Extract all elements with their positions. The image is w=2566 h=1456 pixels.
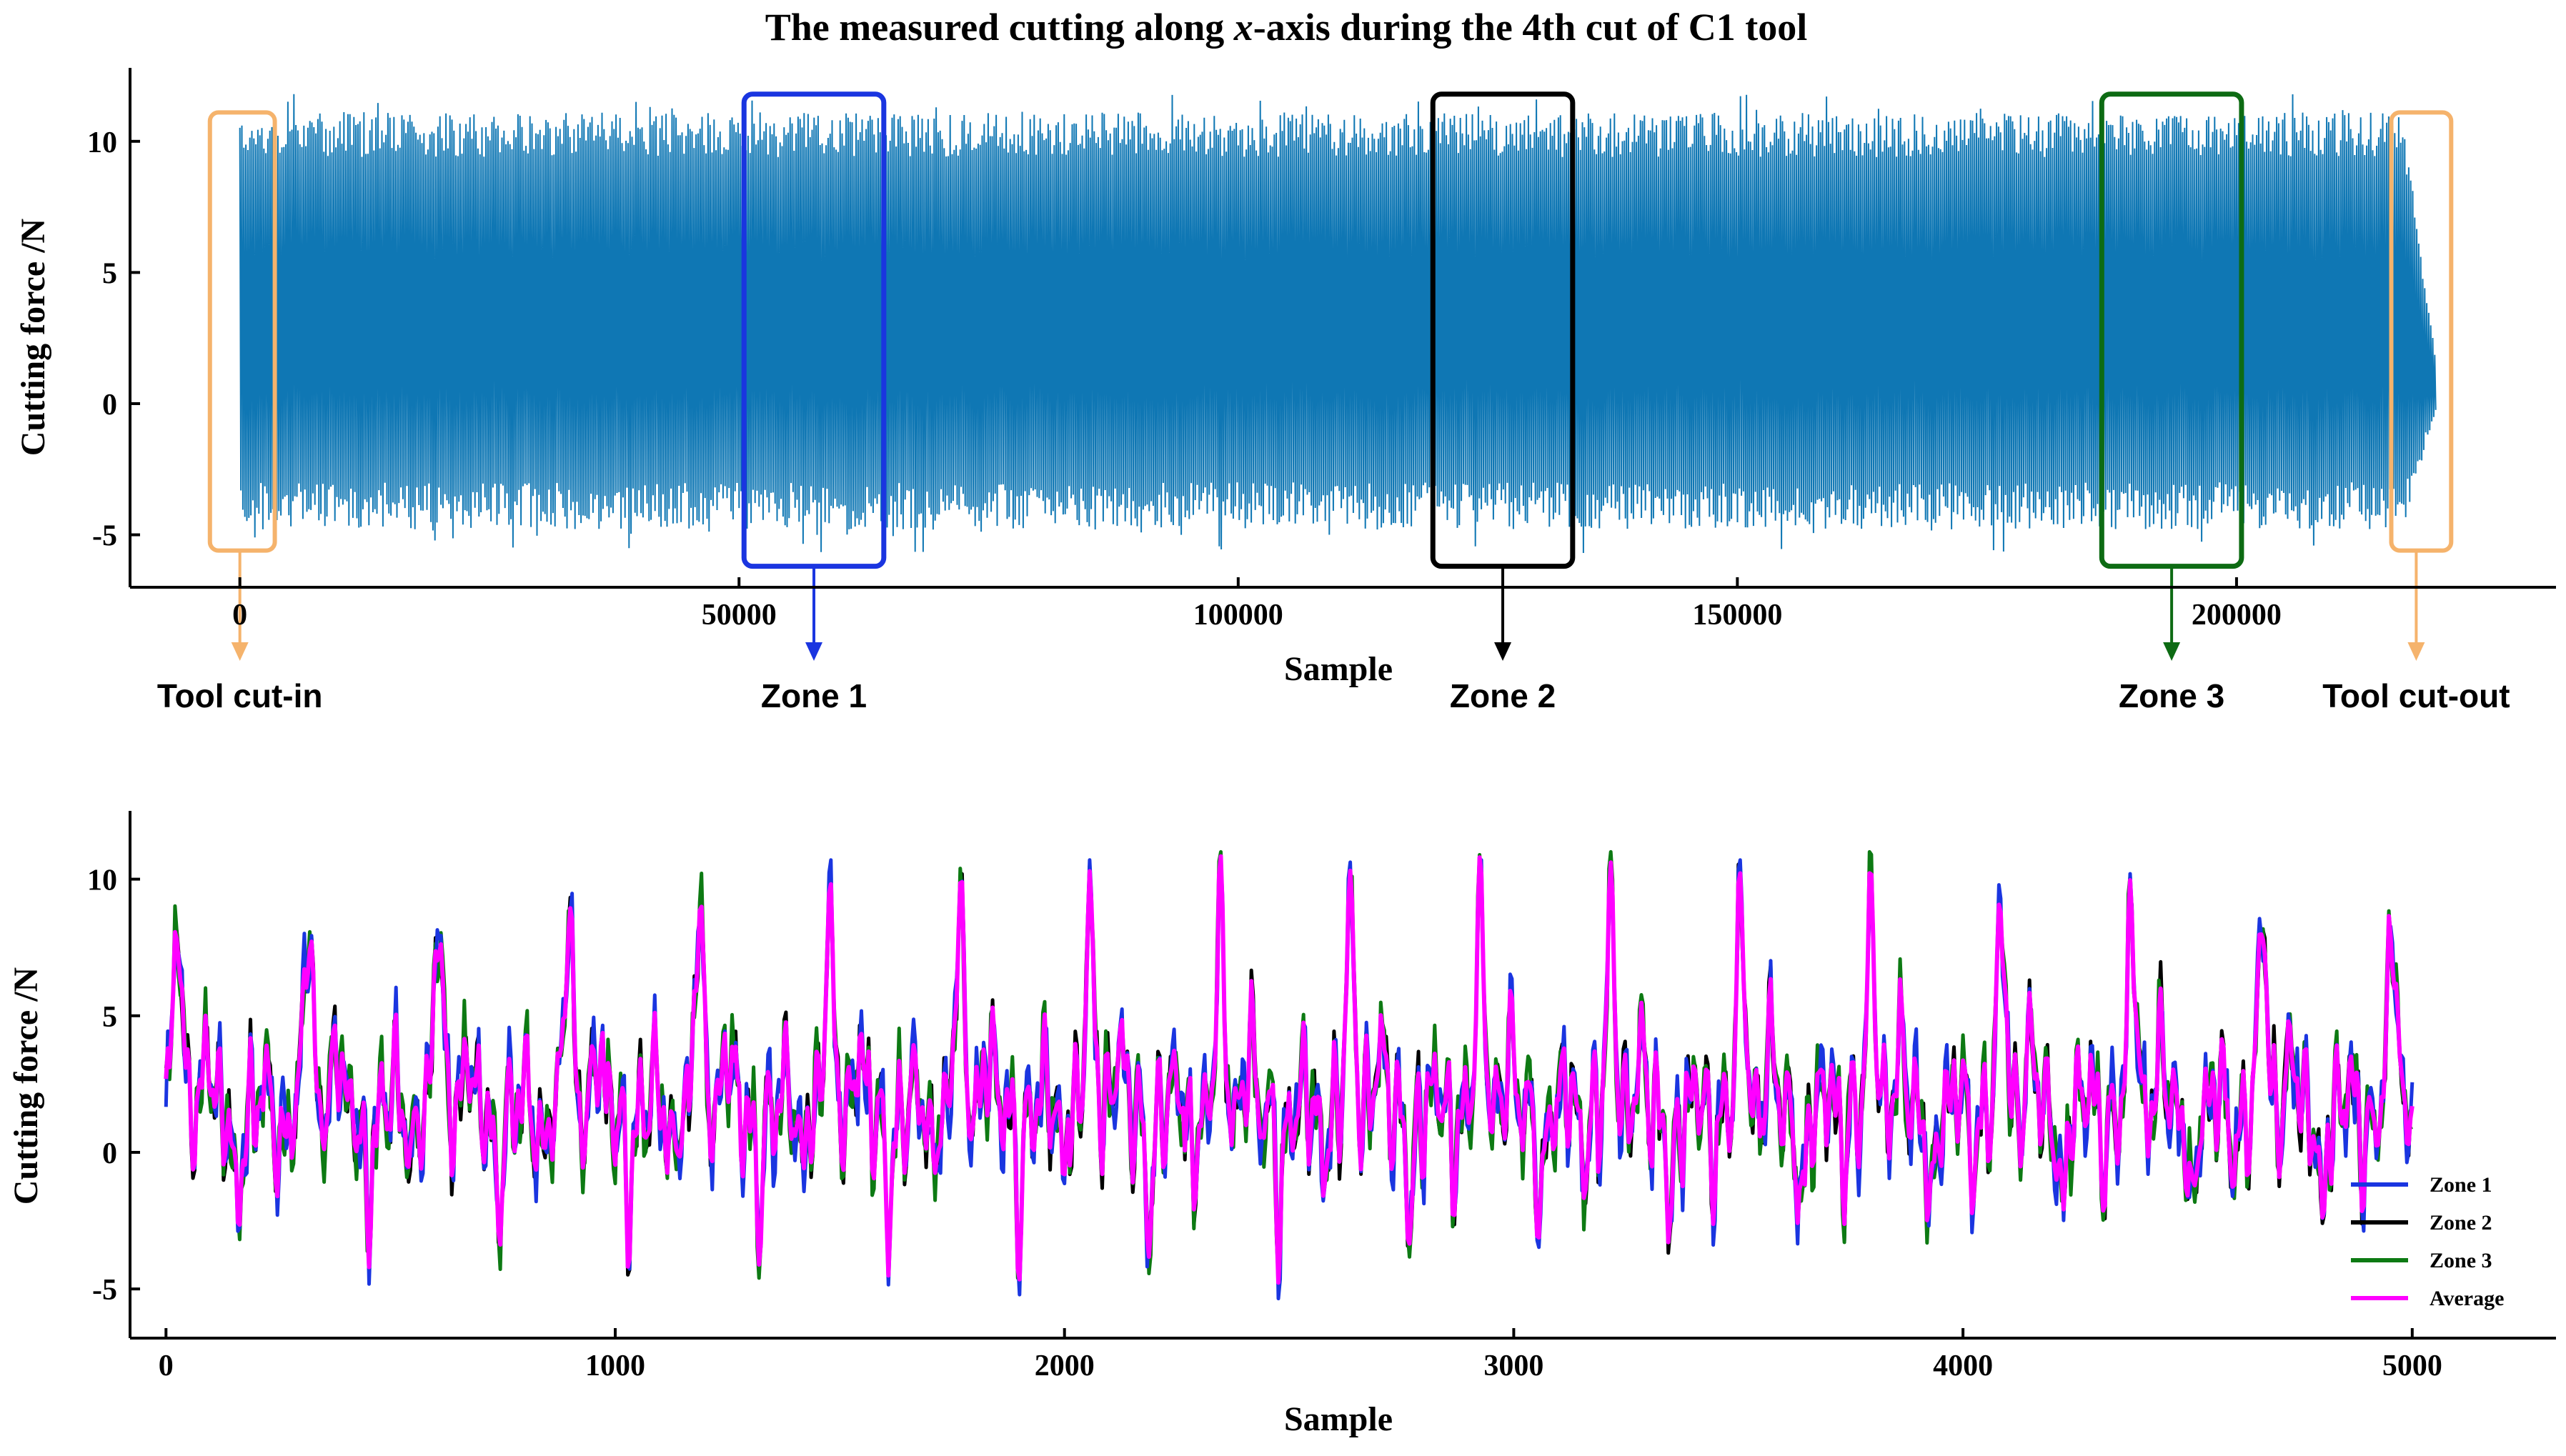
- chart-top-title: The measured cutting along x-axis during…: [765, 6, 1808, 49]
- zone-label-3: Zone 3: [2119, 677, 2224, 714]
- top-ytick-label-3: 10: [87, 126, 117, 159]
- chart-bottom-ticks: 0 1000 2000 3000 4000 5000 -5 0 5 10: [87, 864, 2442, 1382]
- chart-top-x-label: Sample: [1284, 650, 1393, 688]
- legend-label-0: Zone 1: [2430, 1173, 2492, 1197]
- bottom-xtick-label-2: 2000: [1035, 1350, 1095, 1382]
- zone-arrow-head-4: [2407, 642, 2425, 661]
- legend-label-3: Average: [2430, 1287, 2504, 1310]
- zone-arrow-head-1: [805, 642, 823, 661]
- chart-top: The measured cutting along x-axis during…: [14, 6, 2556, 714]
- chart-bottom-series: [164, 849, 2415, 1301]
- top-xtick-label-3: 150000: [1692, 599, 1782, 632]
- chart-top-ticks: 0 50000 100000 150000 200000 -5 0 5 10: [87, 126, 2282, 632]
- zone-box-0: [207, 110, 277, 553]
- chart-bottom: 0 1000 2000 3000 4000 5000 -5 0 5 10 Sample Cutti…: [7, 811, 2556, 1438]
- zone-label-0: Tool cut-in: [157, 677, 323, 714]
- zone-box-4: [2389, 110, 2454, 553]
- top-xtick-label-2: 100000: [1193, 599, 1283, 632]
- series-line-average: [164, 854, 2415, 1285]
- bottom-xtick-label-5: 5000: [2382, 1350, 2442, 1382]
- chart-bottom-y-label: Cutting force /N: [7, 967, 45, 1205]
- chart-top-signal: [239, 94, 2437, 554]
- chart-top-zones: Tool cut-in Zone 1 Zone 2 Zone 3 Tool cut-ou…: [157, 91, 2510, 714]
- legend-label-2: Zone 3: [2430, 1249, 2492, 1272]
- zone-arrow-head-2: [1494, 642, 1512, 661]
- zone-arrow-head-3: [2163, 642, 2181, 661]
- top-ytick-label-0: -5: [92, 520, 117, 553]
- legend-label-1: Zone 2: [2430, 1211, 2492, 1235]
- bottom-xtick-label-3: 3000: [1483, 1350, 1543, 1382]
- chart-bottom-legend: Zone 1 Zone 2 Zone 3 Average: [2351, 1173, 2504, 1310]
- top-xtick-label-4: 200000: [2192, 599, 2282, 632]
- zone-label-1: Zone 1: [761, 677, 867, 714]
- bottom-ytick-label-0: -5: [92, 1274, 117, 1307]
- zone-label-4: Tool cut-out: [2322, 677, 2510, 714]
- chart-top-title-suffix: -axis during the 4th cut of C1 tool: [1253, 6, 1808, 49]
- top-xtick-label-1: 50000: [702, 599, 777, 632]
- chart-top-title-prefix: The measured cutting along: [765, 6, 1234, 49]
- bottom-ytick-label-1: 0: [102, 1137, 117, 1170]
- zone-label-2: Zone 2: [1450, 677, 1556, 714]
- bottom-xtick-label-1: 1000: [585, 1350, 645, 1382]
- chart-top-title-italic: x: [1233, 6, 1253, 49]
- top-ytick-label-1: 0: [102, 389, 117, 422]
- bottom-ytick-label-2: 5: [102, 1001, 117, 1034]
- top-ytick-label-2: 5: [102, 257, 117, 290]
- top-xtick-label-0: 0: [232, 599, 247, 632]
- chart-bottom-x-label: Sample: [1284, 1400, 1393, 1438]
- bottom-ytick-label-3: 10: [87, 864, 117, 897]
- signal-line: [239, 94, 2437, 554]
- zone-arrow-head-0: [231, 642, 249, 661]
- bottom-xtick-label-4: 4000: [1933, 1350, 1993, 1382]
- bottom-xtick-label-0: 0: [159, 1350, 174, 1382]
- chart-top-y-label: Cutting force /N: [14, 218, 52, 456]
